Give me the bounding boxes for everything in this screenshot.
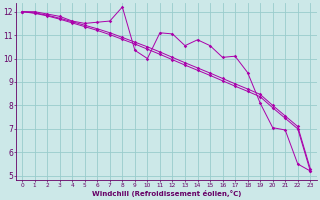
X-axis label: Windchill (Refroidissement éolien,°C): Windchill (Refroidissement éolien,°C): [92, 190, 241, 197]
